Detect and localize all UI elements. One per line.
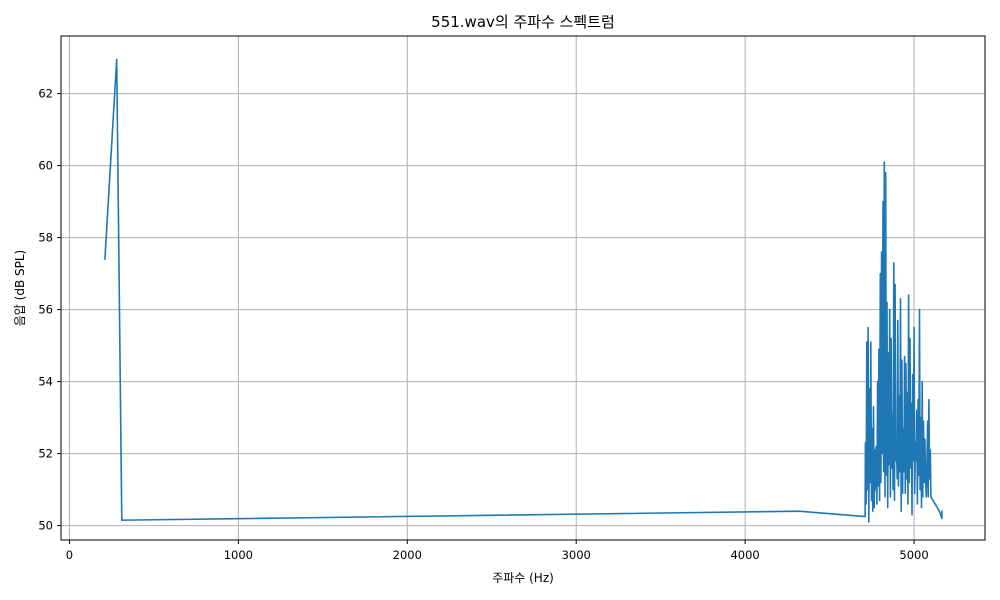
x-axis-ticks: 0 1000 2000 3000 4000 5000 bbox=[66, 540, 929, 562]
series-layer bbox=[104, 58, 943, 523]
y-tick-label: 56 bbox=[38, 303, 53, 317]
x-axis-label: 주파수 (Hz) bbox=[492, 571, 554, 585]
series-line bbox=[104, 58, 943, 523]
y-axis-ticks: 50 52 54 56 58 60 62 bbox=[38, 87, 61, 533]
y-tick-label: 54 bbox=[38, 375, 53, 389]
x-tick-label: 2000 bbox=[393, 548, 422, 562]
grid-lines bbox=[61, 36, 985, 540]
y-tick-label: 52 bbox=[38, 447, 53, 461]
y-axis-label: 음압 (dB SPL) bbox=[13, 250, 27, 326]
x-tick-label: 5000 bbox=[899, 548, 928, 562]
x-tick-label: 0 bbox=[66, 548, 73, 562]
x-tick-label: 1000 bbox=[224, 548, 253, 562]
y-tick-label: 58 bbox=[38, 231, 53, 245]
y-tick-label: 50 bbox=[38, 519, 53, 533]
y-tick-label: 60 bbox=[38, 159, 53, 173]
x-tick-label: 4000 bbox=[730, 548, 759, 562]
y-tick-label: 62 bbox=[38, 87, 53, 101]
x-tick-label: 3000 bbox=[562, 548, 591, 562]
chart-title: 551.wav의 주파수 스펙트럼 bbox=[431, 13, 615, 31]
plot-frame bbox=[60, 35, 986, 541]
